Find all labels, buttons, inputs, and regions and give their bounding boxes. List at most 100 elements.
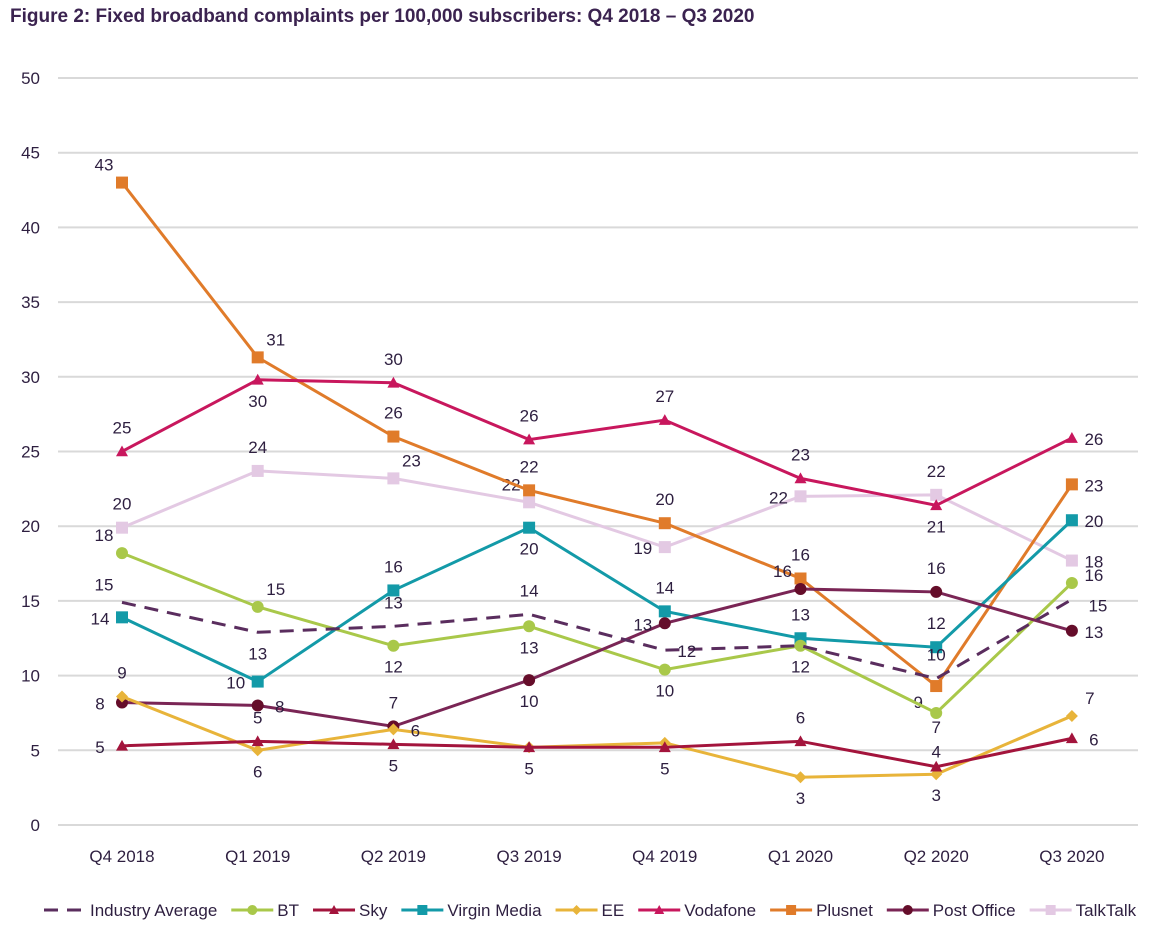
data-point [930,760,943,772]
data-label: 19 [633,539,652,558]
legend-label: EE [602,901,625,920]
y-tick-label: 40 [21,218,40,237]
data-point [1065,624,1078,637]
data-label: 7 [1085,689,1094,708]
data-point [1065,576,1078,589]
data-point [930,585,943,598]
data-point [902,905,913,915]
data-point [329,905,340,914]
y-tick-label: 25 [21,443,40,462]
data-label: 16 [1084,566,1103,585]
data-point [387,584,400,597]
data-label: 26 [384,404,403,423]
data-label: 30 [384,350,403,369]
data-point [116,176,128,189]
data-point [794,490,807,503]
legend-item: Virgin Media [401,901,542,920]
legend-label: Industry Average [90,901,217,920]
data-point [387,376,400,388]
data-label: 10 [226,674,245,693]
x-tick-label: Q1 2020 [768,847,833,866]
data-label: 6 [411,721,420,740]
data-label: 8 [95,694,104,713]
data-point [1065,554,1078,567]
legend-item: Vodafone [638,901,756,920]
data-label: 43 [95,156,114,175]
data-label: 7 [389,693,398,712]
x-tick-label: Q1 2019 [225,847,290,866]
data-label: 15 [266,580,285,599]
legend-item: TalkTalk [1029,901,1137,920]
data-label: 22 [769,488,788,507]
data-point [658,605,671,618]
data-label: 10 [520,692,539,711]
data-point [387,738,400,750]
data-point [387,430,400,443]
legend: Industry Average BT Sky Virgin Media EE Vodaf… [44,901,1137,920]
data-point [930,499,943,511]
data-label: 27 [655,387,674,406]
data-label: 9 [117,664,126,683]
data-label: 5 [660,759,669,778]
data-point [251,744,264,757]
data-label: 15 [1088,596,1107,615]
x-tick-label: Q4 2019 [632,847,697,866]
data-point [523,496,536,509]
data-point [523,620,536,633]
data-label: 23 [402,451,421,470]
data-label: 18 [1084,553,1103,572]
data-label: 16 [927,559,946,578]
data-label: 21 [927,517,946,536]
data-label: 6 [253,762,262,781]
data-label: 3 [931,786,940,805]
data-label: 14 [520,581,539,600]
data-label: 26 [520,407,539,426]
series-line [121,551,1073,715]
data-point [654,905,665,914]
y-tick-label: 50 [21,69,40,88]
y-tick-label: 30 [21,368,40,387]
data-point [523,521,536,534]
data-point [116,547,128,560]
data-label: 13 [520,638,539,657]
data-point [794,582,807,595]
y-tick-label: 45 [21,144,40,163]
y-tick-label: 5 [31,741,40,760]
data-label: 22 [520,457,539,476]
series-line [121,469,1073,562]
data-point [251,351,264,364]
data-point [930,706,943,719]
data-point [523,741,536,753]
data-label: 5 [524,759,533,778]
data-point [658,617,671,630]
data-label: 23 [1084,476,1103,495]
data-label: 13 [248,644,267,663]
legend-item: Industry Average [44,901,217,920]
data-label: 14 [91,609,110,628]
data-label: 5 [389,756,398,775]
series-plusnet: 43 31 26 22 20 16 9 23 [95,156,1104,712]
data-point [786,905,797,915]
series-talktalk: 20 24 23 22 19 22 22 18 [113,438,1104,572]
y-tick-label: 0 [31,816,40,835]
data-point [251,675,264,688]
data-point [1065,514,1078,527]
series-line [121,378,1073,507]
legend-item: EE [555,901,625,920]
x-tick-label: Q2 2020 [904,847,969,866]
y-tick-label: 10 [21,667,40,686]
data-point [930,680,943,693]
data-point [794,771,807,784]
y-tick-label: 15 [21,592,40,611]
data-point [116,739,128,751]
data-label: 16 [791,545,810,564]
data-point [523,484,536,497]
legend-item: Sky [313,901,388,920]
data-label: 15 [95,575,114,594]
legend-label: Vodafone [684,901,756,920]
data-label: 20 [655,490,674,509]
data-label: 3 [796,789,805,808]
